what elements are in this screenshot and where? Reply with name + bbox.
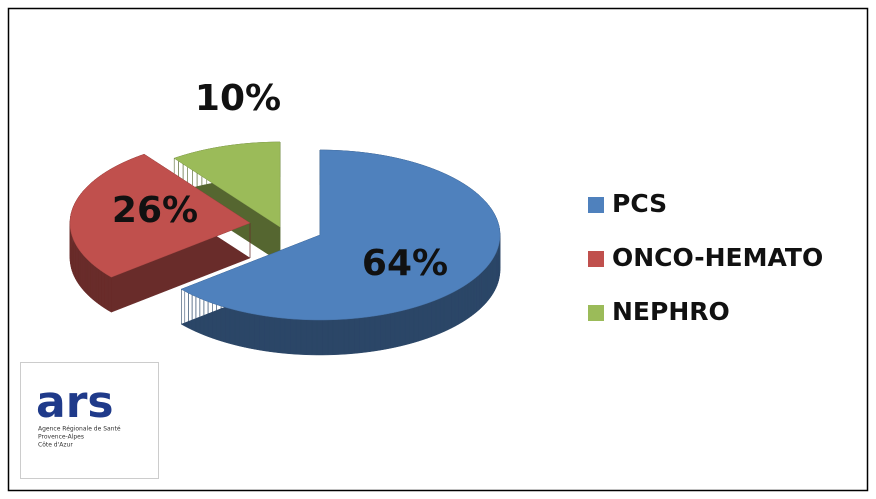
slice	[180, 149, 501, 321]
value-label: 10%	[195, 78, 281, 119]
value-label: 26%	[112, 190, 198, 231]
legend-label: ONCO-HEMATO	[612, 243, 823, 272]
legend-swatch	[588, 305, 604, 321]
slice	[173, 141, 281, 228]
logo-line: Agence Régionale de Santé	[38, 426, 121, 433]
logo-line: Provence-Alpes	[38, 434, 84, 441]
legend-swatch	[588, 251, 604, 267]
legend-swatch	[588, 197, 604, 213]
logo: ars Agence Régionale de Santé Provence-A…	[20, 362, 159, 479]
legend-label: PCS	[612, 189, 667, 218]
logo-box	[20, 362, 159, 479]
slice	[69, 153, 251, 278]
legend-label: NEPHRO	[612, 297, 730, 326]
logo-name: ars	[36, 377, 114, 428]
logo-line: Côte d'Azur	[38, 442, 73, 449]
value-label: 64%	[362, 243, 448, 284]
